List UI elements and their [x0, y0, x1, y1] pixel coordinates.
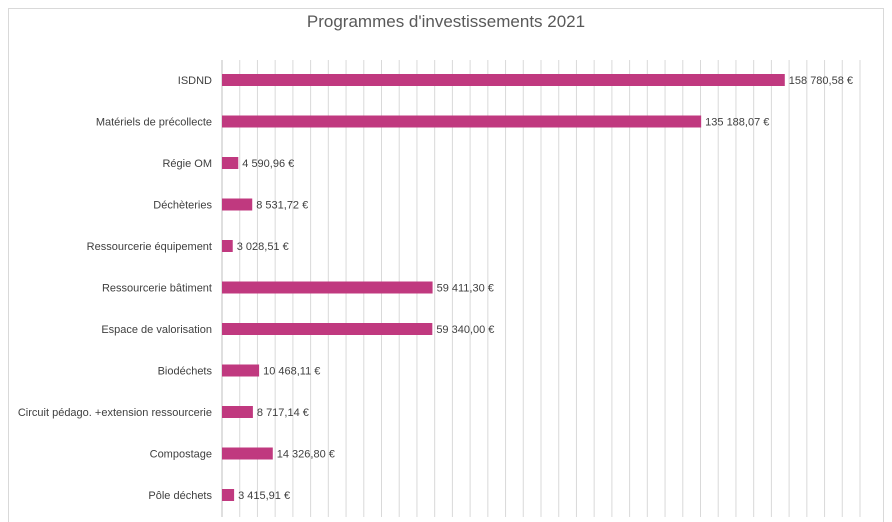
category-label: Ressourcerie équipement — [87, 241, 212, 253]
data-label: 3 415,91 € — [238, 490, 290, 502]
category-label: Régie OM — [162, 158, 212, 170]
category-label: Espace de valorisation — [101, 324, 212, 336]
bar — [222, 74, 785, 86]
data-label: 3 028,51 € — [237, 241, 289, 253]
bar — [222, 281, 433, 294]
bar — [222, 240, 233, 252]
bar — [222, 364, 260, 377]
bar — [222, 323, 433, 335]
data-label: 59 411,30 € — [437, 283, 494, 295]
category-label: Biodéchets — [158, 366, 213, 378]
chart-title: Programmes d'investissements 2021 — [306, 12, 586, 31]
data-label: 8 531,72 € — [256, 200, 308, 212]
data-label: 14 326,80 € — [277, 449, 335, 461]
bar — [222, 406, 253, 418]
category-label: Circuit pédago. +extension ressourcerie — [18, 407, 212, 419]
chart-area — [8, 8, 884, 522]
data-label: 4 590,96 € — [242, 158, 294, 170]
category-label: Matériels de précollecte — [96, 117, 212, 129]
bar — [222, 115, 702, 128]
data-label: 8 717,14 € — [257, 407, 309, 419]
data-label: 158 780,58 € — [789, 75, 853, 87]
category-label: Compostage — [150, 449, 212, 461]
category-label: Pôle déchets — [148, 490, 212, 502]
bar — [222, 157, 239, 169]
bar — [222, 489, 235, 501]
category-label: Ressourcerie bâtiment — [102, 283, 212, 295]
data-label: 135 188,07 € — [705, 117, 769, 129]
bar — [222, 447, 273, 460]
category-label: Déchèteries — [153, 200, 212, 212]
data-label: 59 340,00 € — [436, 324, 494, 336]
bar — [222, 198, 253, 211]
category-label: ISDND — [178, 75, 212, 87]
data-label: 10 468,11 € — [263, 366, 320, 378]
